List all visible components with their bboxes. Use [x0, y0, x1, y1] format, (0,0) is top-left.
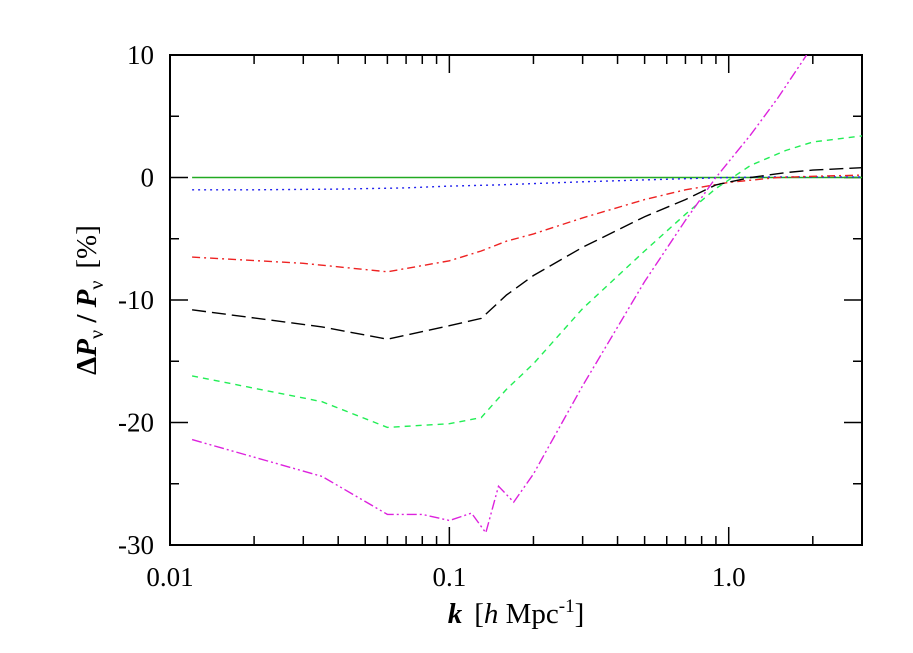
x-tick-label: 0.1	[432, 562, 466, 592]
series-lines	[191, 55, 862, 535]
x-tick-label: 1.0	[712, 562, 746, 592]
x-tick-label: 0.01	[146, 562, 193, 592]
y-tick-label: 10	[127, 40, 154, 70]
series-line-2	[192, 176, 862, 191]
y-axis-title: ΔPν / Pν[%]	[71, 225, 108, 375]
plot-frame	[169, 54, 863, 546]
series-line-4	[192, 167, 862, 340]
y-tick-label: -10	[118, 285, 154, 315]
y-tick-label: -30	[118, 530, 154, 560]
series-line-5	[191, 135, 862, 429]
axis-ticks	[169, 54, 863, 546]
tick-labels: 0.01 0.1 1.0 10 0 -10 -20 -30	[118, 40, 746, 592]
x-axis-title: k [h Mpc-1]	[448, 596, 585, 630]
y-tick-label: -20	[118, 408, 154, 438]
series-line-3	[192, 174, 862, 273]
y-tick-label: 0	[141, 163, 155, 193]
series-line-6	[191, 55, 808, 535]
